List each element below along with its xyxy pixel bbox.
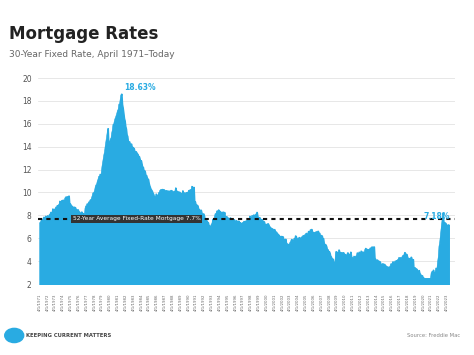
Text: Source: Freddie Mac: Source: Freddie Mac — [407, 333, 460, 338]
Text: 18.63%: 18.63% — [124, 83, 155, 92]
Text: 7.18%: 7.18% — [424, 212, 450, 221]
Text: KEEPING CURRENT MATTERS: KEEPING CURRENT MATTERS — [26, 333, 111, 338]
Text: Mortgage Rates: Mortgage Rates — [9, 25, 159, 43]
Text: 52-Year Average Fixed-Rate Mortgage 7.7%: 52-Year Average Fixed-Rate Mortgage 7.7% — [73, 216, 201, 221]
Text: 30-Year Fixed Rate, April 1971–Today: 30-Year Fixed Rate, April 1971–Today — [9, 50, 175, 59]
